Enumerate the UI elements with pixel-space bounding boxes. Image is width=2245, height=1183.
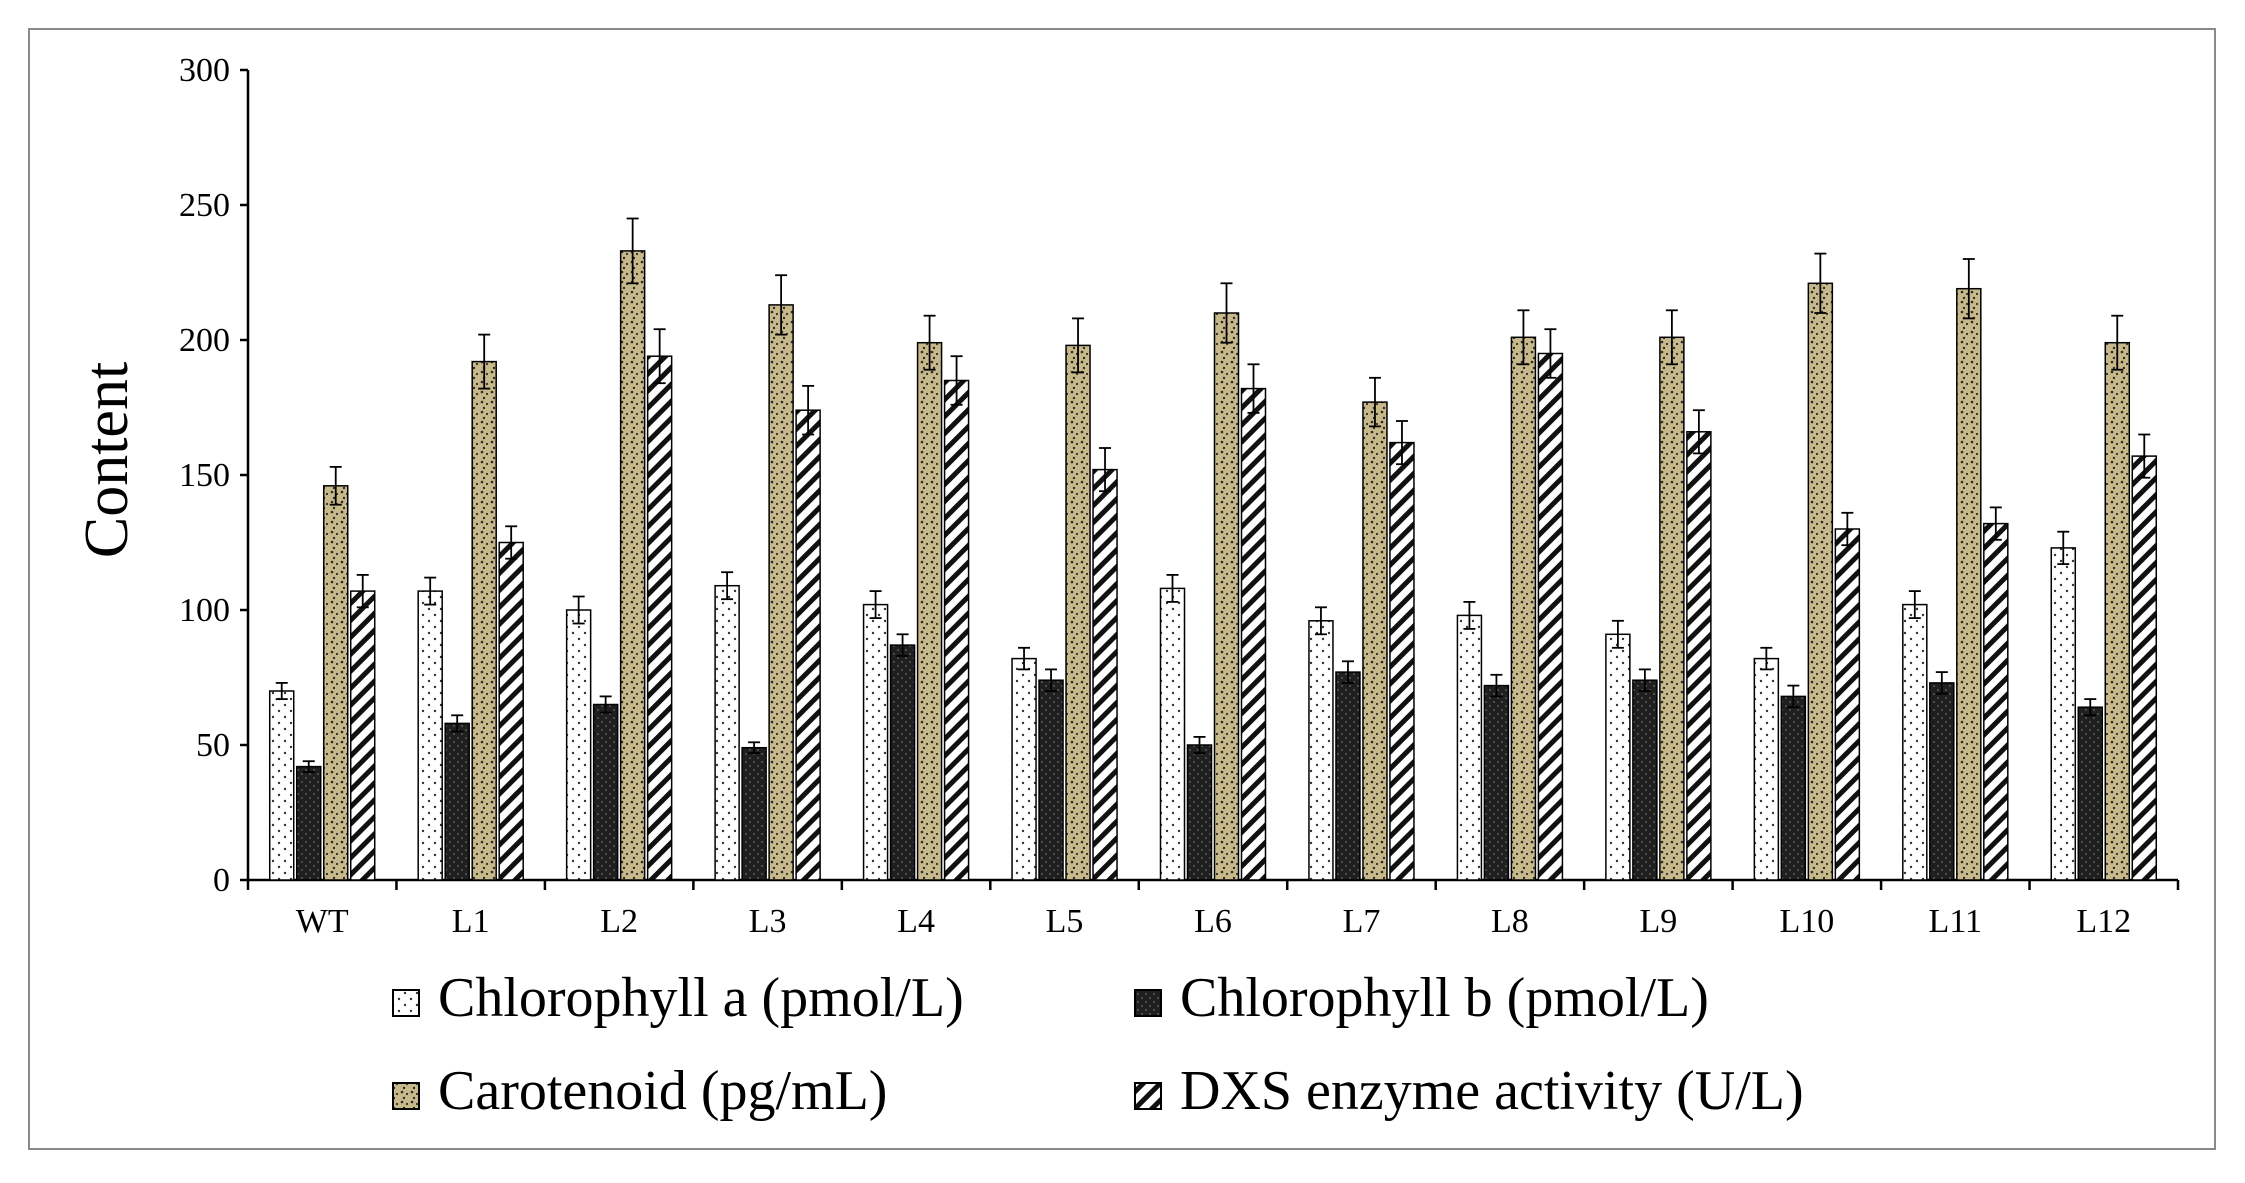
- x-tick-label: L4: [897, 903, 935, 940]
- bar-diagonal-stripes-L6: [1240, 387, 1267, 881]
- y-tick-label: 0: [213, 862, 230, 899]
- x-tick-label: L9: [1639, 903, 1677, 940]
- bar-dark-crosshatch-L11: [1929, 682, 1955, 881]
- bar-dots-L9: [1605, 633, 1631, 881]
- bar-diagonal-stripes-L9: [1686, 431, 1712, 881]
- legend-swatch-dxs-activity: [1134, 1082, 1162, 1110]
- bar-dark-crosshatch-L5: [1038, 679, 1064, 881]
- plot-area: 0 50 100 150 200 250 300 WT L1 L2 L3 L4 L5 L6 L7 L8 L9 L1…: [179, 52, 2180, 940]
- bar-diagonal-stripes-L10: [1834, 528, 1861, 881]
- x-tick-label: L5: [1046, 903, 1084, 940]
- y-tick-label: 100: [179, 592, 230, 629]
- bar-speckled-tan-L5: [1065, 344, 1091, 881]
- x-tick-label: L1: [452, 903, 490, 940]
- bar-dark-crosshatch-L1: [444, 722, 470, 881]
- legend-item-chlorophyll-b: Chlorophyll b (pmol/L): [1134, 967, 1709, 1029]
- bar-dark-crosshatch-L6: [1186, 744, 1213, 881]
- bar-diagonal-stripes-L12: [2131, 455, 2158, 881]
- legend-item-chlorophyll-a: Chlorophyll a (pmol/L): [392, 967, 964, 1029]
- bar-diagonal-stripes-L3: [795, 409, 821, 881]
- y-tick-label: 50: [196, 727, 230, 764]
- bar-speckled-tan-L11: [1956, 287, 1982, 881]
- legend-swatch-chlorophyll-a: [392, 989, 420, 1017]
- bar-dots-L4: [862, 603, 889, 881]
- bar-dots-L8: [1456, 614, 1483, 881]
- bar-speckled-tan-L3: [768, 304, 794, 881]
- bar-dark-crosshatch-L2: [592, 703, 619, 881]
- bar-dark-crosshatch-L3: [741, 746, 767, 881]
- bar-dark-crosshatch-L4: [889, 644, 916, 881]
- bar-speckled-tan-L8: [1510, 336, 1537, 881]
- bar-speckled-tan-L2: [619, 250, 646, 881]
- bar-dots-L5: [1011, 657, 1037, 881]
- x-tick-label: WT: [296, 903, 349, 940]
- legend: Chlorophyll a (pmol/L) Chlorophyll b (pm…: [392, 967, 1804, 1122]
- bar-dark-crosshatch-WT: [295, 765, 322, 881]
- x-tick-label: L11: [1929, 903, 1983, 940]
- y-tick-label: 150: [179, 457, 230, 494]
- bar-dots-WT: [268, 690, 295, 881]
- legend-item-carotenoid: Carotenoid (pg/mL): [392, 1060, 887, 1122]
- bar-dots-L1: [417, 590, 443, 881]
- bar-diagonal-stripes-L2: [646, 355, 673, 881]
- bar-dots-L10: [1753, 657, 1780, 881]
- bar-diagonal-stripes-L4: [943, 379, 970, 881]
- x-tick-label: L6: [1194, 903, 1232, 940]
- legend-label-chlorophyll-a: Chlorophyll a (pmol/L): [438, 967, 964, 1029]
- x-tick-label: L8: [1491, 903, 1529, 940]
- bar-dark-crosshatch-L12: [2077, 706, 2104, 881]
- bar-dark-crosshatch-L9: [1632, 679, 1658, 881]
- bar-dark-crosshatch-L7: [1335, 671, 1361, 881]
- x-tick-label: L2: [600, 903, 638, 940]
- bar-speckled-tan-L10: [1807, 282, 1834, 881]
- bar-speckled-tan-WT: [322, 485, 349, 881]
- bar-diagonal-stripes-L7: [1389, 441, 1415, 881]
- bar-speckled-tan-L4: [916, 341, 943, 881]
- y-tick-label: 250: [179, 187, 230, 224]
- x-tick-label: L7: [1343, 903, 1381, 940]
- bar-dots-L12: [2050, 547, 2077, 881]
- legend-label-dxs-activity: DXS enzyme activity (U/L): [1180, 1060, 1804, 1122]
- bar-diagonal-stripes-L5: [1092, 468, 1118, 881]
- bar-speckled-tan-L1: [471, 360, 497, 881]
- x-tick-label: L3: [749, 903, 787, 940]
- bar-speckled-tan-L7: [1362, 401, 1388, 881]
- bar-dots-L6: [1159, 587, 1186, 881]
- bar-dots-L11: [1902, 603, 1928, 881]
- bar-speckled-tan-L9: [1659, 336, 1685, 881]
- bar-diagonal-stripes-L11: [1983, 522, 2009, 881]
- bar-diagonal-stripes-L8: [1537, 352, 1564, 881]
- bar-speckled-tan-L12: [2104, 341, 2131, 881]
- x-tick-label: L10: [1779, 903, 1834, 940]
- legend-swatch-carotenoid: [392, 1082, 420, 1110]
- y-tick-label: 300: [179, 52, 230, 89]
- legend-swatch-chlorophyll-b: [1134, 989, 1162, 1017]
- legend-label-chlorophyll-b: Chlorophyll b (pmol/L): [1180, 967, 1709, 1029]
- bar-dots-L7: [1308, 620, 1334, 881]
- legend-label-carotenoid: Carotenoid (pg/mL): [438, 1060, 887, 1122]
- bar-dark-crosshatch-L10: [1780, 695, 1807, 881]
- y-tick-label: 200: [179, 322, 230, 359]
- bar-dots-L3: [714, 584, 740, 881]
- bar-diagonal-stripes-L1: [498, 541, 524, 881]
- legend-item-dxs-activity: DXS enzyme activity (U/L): [1134, 1060, 1804, 1122]
- bar-dots-L2: [565, 609, 592, 881]
- bar-diagonal-stripes-WT: [349, 590, 376, 881]
- x-tick-label: L12: [2076, 903, 2131, 940]
- y-axis-title: Content: [73, 362, 141, 558]
- bar-dark-crosshatch-L8: [1483, 684, 1510, 881]
- bar-speckled-tan-L6: [1213, 312, 1240, 881]
